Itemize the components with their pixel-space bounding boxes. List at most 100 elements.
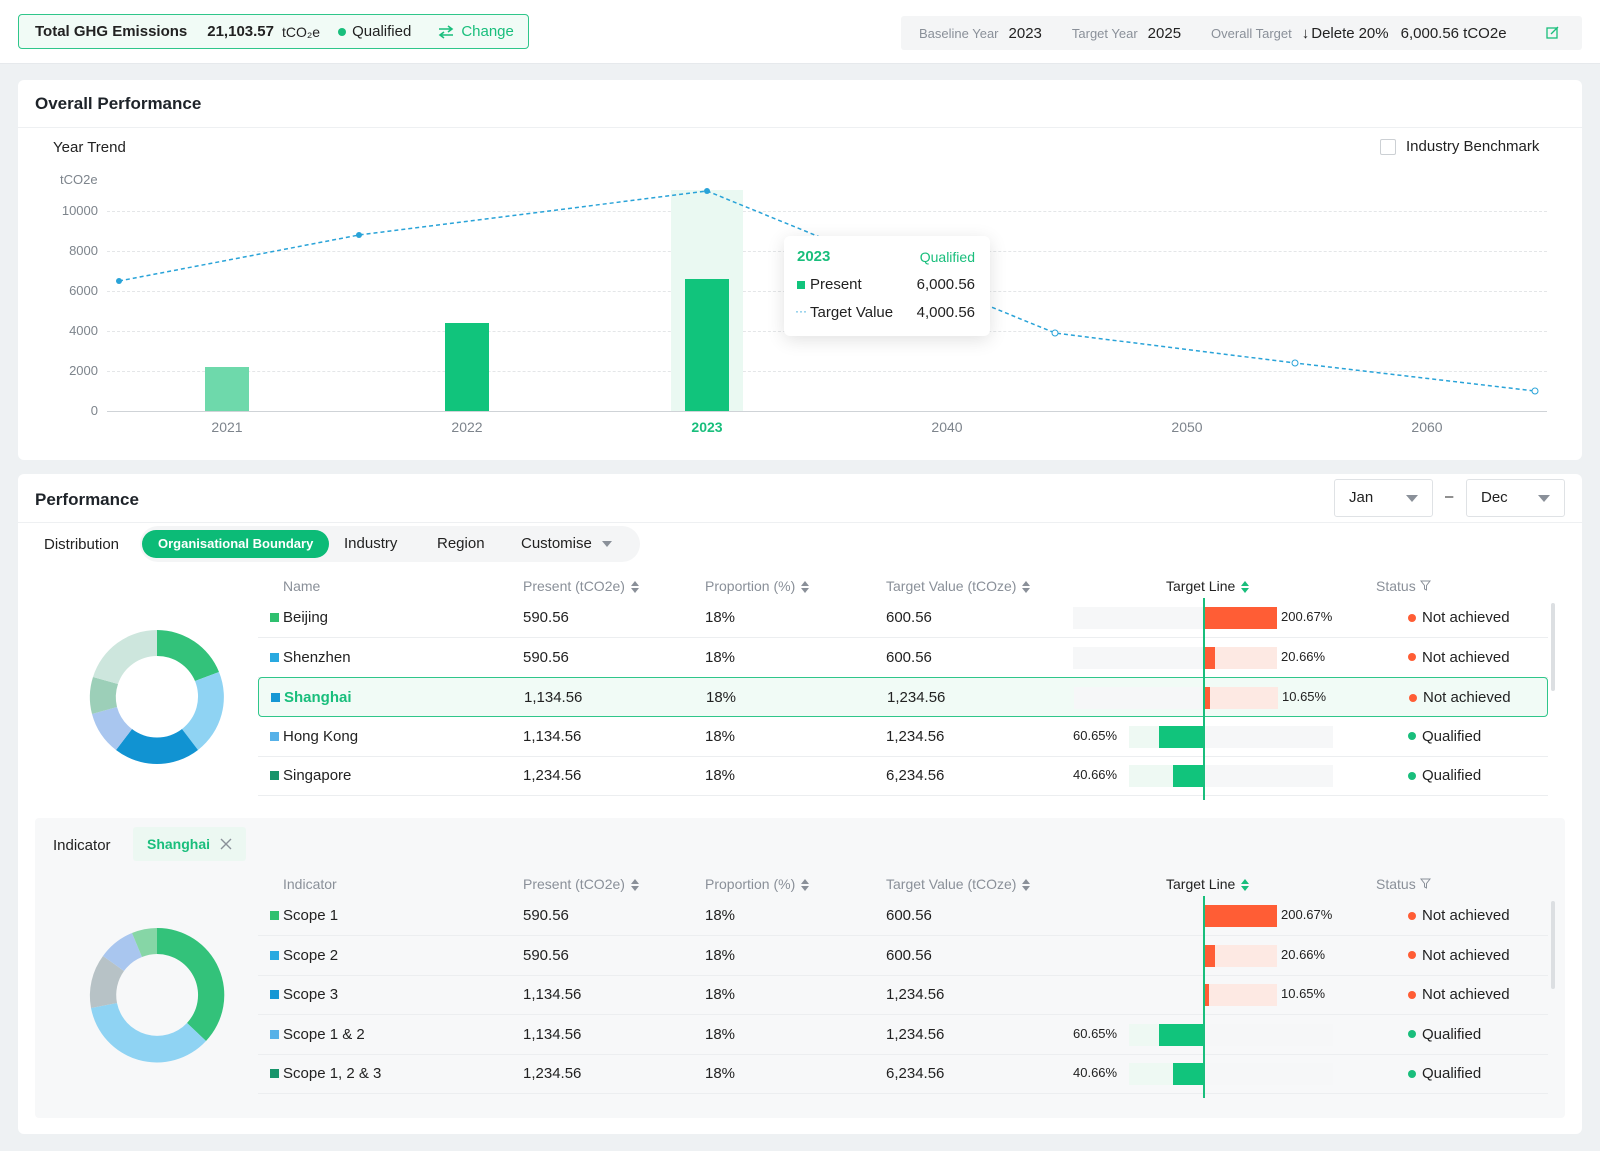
y-tick-label: 8000 [69, 243, 98, 258]
bar-2023[interactable] [685, 279, 729, 411]
target-line-track [1203, 944, 1277, 967]
cell-name: Scope 2 [283, 946, 339, 964]
table-row[interactable]: Scope 2 590.56 18% 600.56 20.66% Not achieved [258, 936, 1548, 976]
status-dot-icon [1408, 771, 1416, 780]
tab-organisational-boundary[interactable]: Organisational Boundary [142, 530, 330, 558]
cell-target: 600.56 [886, 609, 932, 626]
column-header[interactable]: Present (tCO2e) [523, 578, 639, 594]
status-text: Qualified [1422, 727, 1482, 745]
column-header-label: Proportion (%) [705, 578, 796, 594]
target-point[interactable] [116, 278, 122, 284]
target-point[interactable] [1291, 359, 1299, 367]
status-badge: Not achieved [1408, 649, 1510, 666]
target-line-fill [1203, 984, 1209, 1006]
column-header[interactable]: Proportion (%) [705, 876, 810, 892]
change-button[interactable]: Change [437, 23, 514, 40]
legend-swatch-icon [270, 731, 279, 741]
status-dot-icon [1409, 693, 1417, 702]
sort-icon[interactable] [801, 581, 810, 594]
column-header[interactable]: Target Line [1166, 578, 1250, 594]
sort-icon[interactable] [801, 879, 810, 892]
chart-tooltip: 2023 Qualified Present 6,000.56 ··· Targ… [784, 236, 990, 336]
swap-icon [438, 24, 454, 39]
table-row[interactable]: Singapore 1,234.56 18% 6,234.56 40.66% Qualif… [258, 756, 1548, 796]
status-text: Not achieved [1422, 946, 1510, 964]
filter-icon[interactable] [1419, 578, 1431, 594]
month-separator: – [1445, 488, 1454, 505]
close-icon[interactable] [220, 838, 232, 850]
target-point[interactable] [1051, 329, 1059, 337]
column-header[interactable]: Present (tCO2e) [523, 876, 639, 892]
checkbox-icon[interactable] [1380, 138, 1396, 155]
x-tick-label: 2050 [1171, 419, 1203, 435]
column-header-label: Proportion (%) [705, 876, 796, 892]
column-header[interactable]: Status [1376, 876, 1431, 892]
table-row[interactable]: Hong Kong 1,134.56 18% 1,234.56 60.65% Qualif… [258, 717, 1548, 757]
target-line-percent: 10.65% [1282, 689, 1327, 704]
cell-name: Scope 1 [283, 907, 339, 924]
status-badge: Qualified [1408, 767, 1481, 784]
month-to-value: Dec [1481, 489, 1508, 506]
divider [18, 522, 1582, 523]
table-row[interactable]: Scope 3 1,134.56 18% 1,234.56 10.65% Not achi… [258, 975, 1548, 1015]
gridline [107, 211, 1547, 212]
table-row[interactable]: Beijing 590.56 18% 600.56 200.67% Not achieve… [258, 598, 1548, 638]
tab-customise[interactable]: Customise [521, 526, 612, 562]
target-point[interactable] [1531, 387, 1539, 395]
target-line-track [1203, 984, 1277, 1006]
sort-icon[interactable] [1022, 879, 1031, 892]
month-to-select[interactable]: Dec [1466, 479, 1565, 517]
cell-target: 1,234.56 [886, 1025, 945, 1043]
target-point[interactable] [356, 232, 362, 238]
table-row[interactable]: Scope 1 & 2 1,134.56 18% 1,234.56 60.65% Qual… [258, 1015, 1548, 1055]
sort-icon[interactable] [1022, 581, 1031, 594]
indicator-filter-chip[interactable]: Shanghai [133, 827, 246, 861]
sort-icon[interactable] [630, 581, 639, 594]
table-row[interactable]: Scope 1, 2 & 3 1,234.56 18% 6,234.56 40.66% Q… [258, 1054, 1548, 1094]
target-line-fill [1203, 646, 1215, 669]
bar-2022[interactable] [445, 323, 489, 411]
table-row[interactable]: Shanghai 1,134.56 18% 1,234.56 10.65% Not ach… [258, 677, 1548, 717]
cell-name: Scope 1 & 2 [283, 1025, 365, 1043]
tab-industry[interactable]: Industry [344, 535, 398, 552]
y-tick-label: 6000 [69, 283, 98, 298]
table-row[interactable]: Shenzhen 590.56 18% 600.56 20.66% Not achieve… [258, 638, 1548, 678]
column-header[interactable]: Proportion (%) [705, 578, 810, 594]
cell-present: 1,134.56 [524, 689, 583, 706]
target-line-fill [1203, 607, 1277, 629]
industry-benchmark-checkbox[interactable]: Industry Benchmark [1380, 138, 1539, 155]
tab-region[interactable]: Region [437, 535, 485, 552]
column-header[interactable]: Name [283, 578, 320, 594]
sort-icon[interactable] [1241, 581, 1250, 594]
column-header[interactable]: Target Value (tCOze) [886, 578, 1031, 594]
target-line-percent: 20.66% [1281, 648, 1326, 664]
scrollbar[interactable] [1551, 901, 1555, 989]
target-line-swatch-icon: ··· [795, 304, 807, 318]
target-baseline [1203, 598, 1205, 800]
sort-icon[interactable] [630, 879, 639, 892]
column-header[interactable]: Target Value (tCOze) [886, 876, 1031, 892]
indicator-chip-label: Shanghai [147, 836, 211, 852]
column-header[interactable]: Status [1376, 578, 1431, 594]
month-from-select[interactable]: Jan [1334, 479, 1433, 517]
target-point[interactable] [704, 188, 710, 194]
target-line-percent: 40.66% [1073, 1065, 1118, 1080]
legend-swatch-icon [270, 911, 279, 920]
cell-target: 600.56 [886, 946, 932, 964]
top-bar: Total GHG Emissions 21,103.57 tCO₂e Qual… [0, 0, 1600, 64]
edit-icon[interactable] [1546, 26, 1560, 40]
sort-icon[interactable] [1241, 879, 1250, 892]
filter-icon[interactable] [1419, 876, 1431, 892]
scrollbar[interactable] [1551, 603, 1555, 691]
bar-2021[interactable] [205, 367, 249, 411]
column-header[interactable]: Indicator [283, 876, 337, 892]
column-header[interactable]: Target Line [1166, 876, 1250, 892]
legend-swatch-icon [271, 693, 280, 702]
status-badge: Not achieved [1408, 947, 1510, 964]
table-row[interactable]: Scope 1 590.56 18% 600.56 200.67% Not achieve… [258, 896, 1548, 936]
status-dot-icon [1408, 732, 1416, 740]
target-line-track [1203, 1023, 1333, 1046]
legend-swatch-icon [270, 1069, 279, 1078]
cell-target: 600.56 [886, 907, 932, 924]
target-line-percent: 200.67% [1281, 609, 1333, 624]
